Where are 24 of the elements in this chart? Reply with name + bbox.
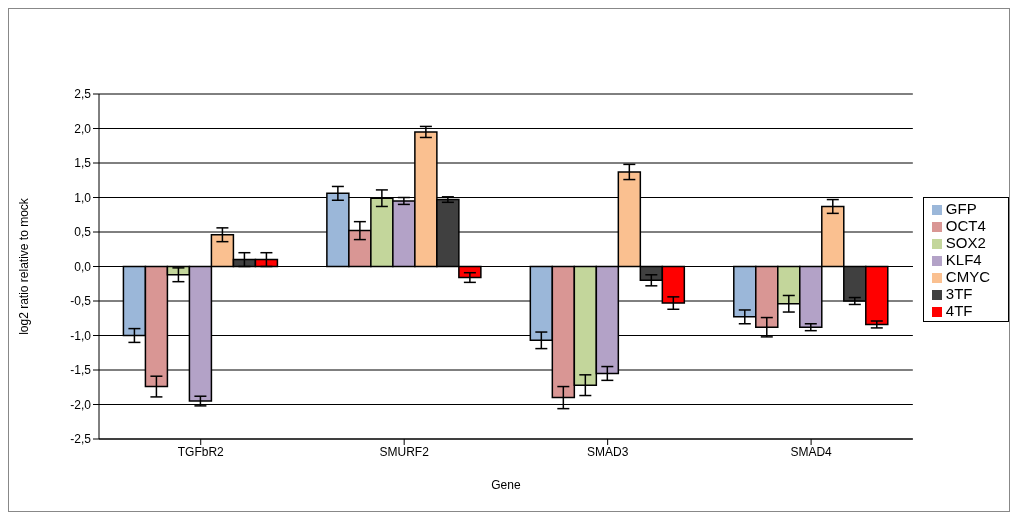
x-tick-label: SMAD4 [790, 444, 833, 459]
y-tick-label: -0,5 [70, 294, 92, 309]
y-tick-label: 2,5 [74, 87, 92, 102]
y-tick-label: -2,5 [70, 432, 92, 447]
legend-label: CMYC [945, 267, 990, 285]
y-tick-label: 0,5 [74, 225, 92, 240]
legend-label: KLF4 [945, 250, 982, 268]
y-tick-label: 1,5 [74, 156, 92, 171]
legend-label: 3TF [945, 284, 973, 302]
legend-label: OCT4 [945, 216, 986, 234]
legend-label: 4TF [945, 301, 973, 319]
x-axis-title: Gene [491, 478, 521, 492]
y-tick-label: 1,0 [74, 190, 92, 205]
x-tick-label: TGFbR2 [177, 444, 225, 459]
y-tick-label: -2,0 [70, 397, 92, 412]
y-tick-label: -1,0 [70, 328, 92, 343]
legend-label: SOX2 [945, 233, 986, 251]
y-tick-label: 0,0 [74, 259, 92, 274]
y-tick-label: 2,0 [74, 121, 92, 136]
legend-label: GFP [945, 199, 977, 217]
x-tick-label: SMAD3 [586, 444, 629, 459]
y-axis-title: log2 ratio relative to mock [17, 197, 32, 335]
x-tick-label: SMURF2 [379, 444, 430, 459]
y-tick-label: -1,5 [70, 363, 92, 378]
